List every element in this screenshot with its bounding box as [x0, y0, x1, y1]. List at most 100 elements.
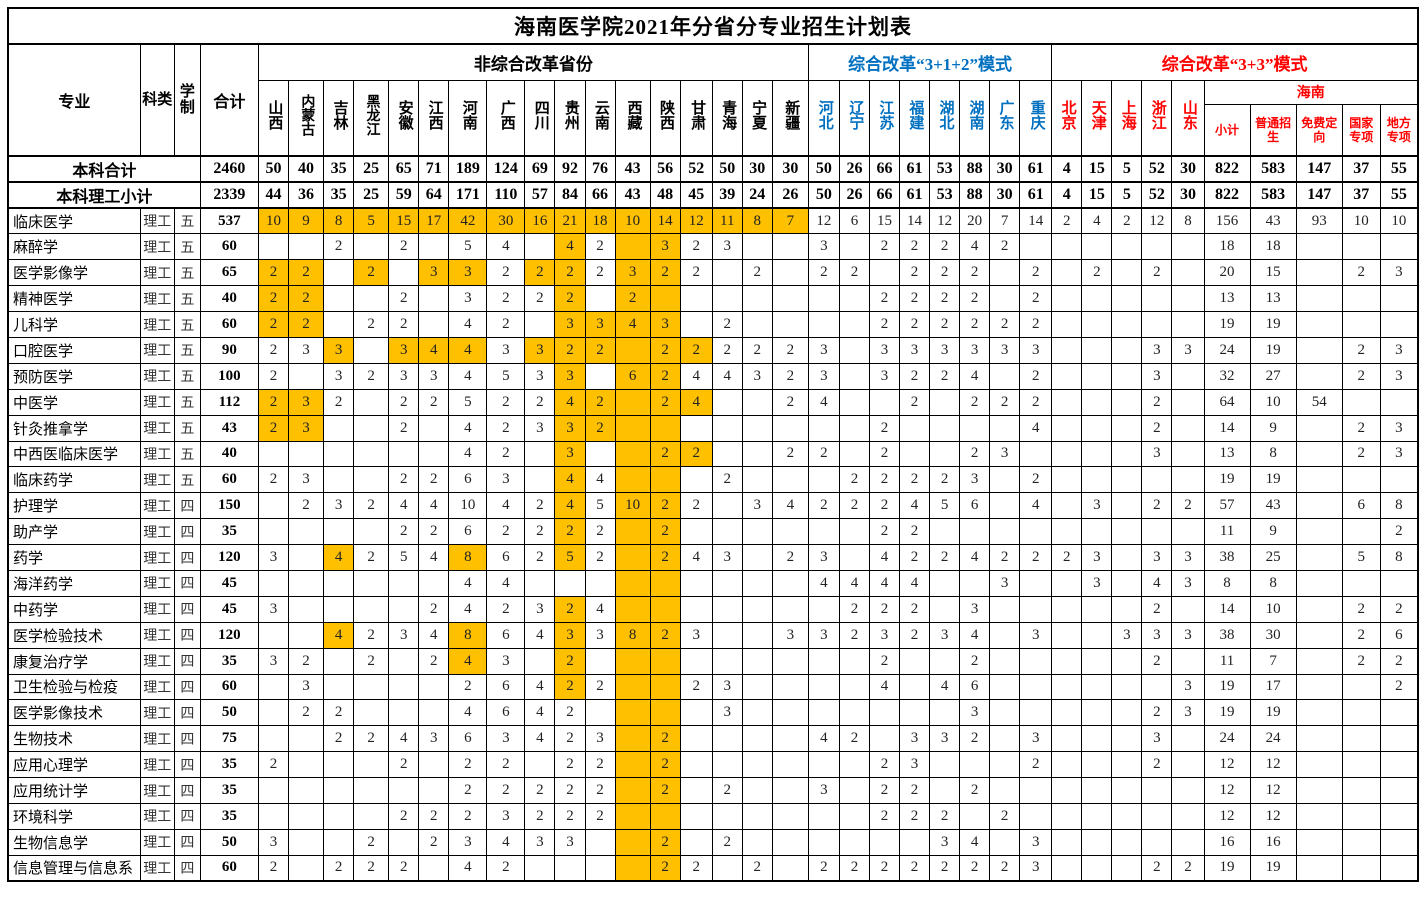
data-cell [257, 725, 290, 753]
summary-value: 5 [1111, 181, 1143, 209]
col-header-浙江: 浙江 [1141, 79, 1173, 157]
data-cell: 2 [771, 544, 809, 571]
data-cell: 2 [257, 336, 290, 364]
data-cell [1295, 802, 1343, 830]
data-cell: 3 [807, 336, 840, 364]
col-header-贵州: 贵州 [554, 79, 586, 157]
data-cell: 4 [448, 699, 488, 727]
data-cell: 2 [649, 518, 681, 546]
data-cell: 24 [1203, 336, 1251, 364]
data-cell: 2 [649, 362, 681, 390]
summary-value: 50 [807, 181, 840, 209]
data-cell [288, 595, 325, 623]
col-header-hainan-普通招生: 普通招生 [1249, 104, 1297, 157]
data-cell [418, 311, 450, 338]
data-cell [838, 777, 870, 804]
major-name: 生物信息学 [7, 828, 141, 856]
summary-value: 39 [711, 181, 743, 209]
data-cell [989, 518, 1021, 546]
data-cell: 2 [353, 621, 390, 649]
data-cell: 18 [584, 207, 616, 235]
data-cell: 2 [353, 362, 390, 390]
data-cell: 3 [1141, 336, 1173, 364]
data-cell: 93 [1295, 207, 1343, 235]
data-cell: 12 [1249, 751, 1297, 779]
data-cell: 9 [1249, 518, 1297, 546]
data-cell: 3 [554, 621, 586, 649]
subject-type: 理工 [139, 751, 175, 779]
data-cell: 3 [1141, 362, 1173, 390]
table-row-环境科学: 环境科学 理工四 35 2 2 2 3 2 2 2 2 2 2 2 12 12 [7, 802, 1419, 830]
data-cell: 2 [649, 828, 681, 856]
col-header-吉林: 吉林 [323, 79, 355, 157]
data-cell [711, 621, 743, 649]
data-cell: 2 [1341, 621, 1381, 649]
data-cell: 6 [614, 362, 651, 390]
data-cell: 2 [554, 699, 586, 727]
data-cell [899, 699, 931, 727]
data-cell: 2 [388, 311, 420, 338]
table-row-药学: 药学 理工四 120 3 4 2 5 4 8 6 2 5 2 2 4 3 2 3 4 2 2 4 2 2 2 3 3 3 38 25 5 8 [7, 544, 1419, 571]
data-cell: 2 [524, 544, 556, 571]
data-cell: 2 [989, 388, 1021, 416]
col-header-label: 北京 [1059, 100, 1076, 131]
data-cell: 2 [524, 259, 556, 287]
row-total: 60 [199, 673, 259, 701]
data-cell: 2 [418, 388, 450, 416]
summary-value: 65 [388, 155, 420, 183]
data-cell [1141, 828, 1173, 856]
table-row-医学检验技术: 医学检验技术 理工四 120 4 2 3 4 8 6 4 3 3 8 2 3 3 3 2 3 2 3 4 3 3 3 3 38 30 2… [7, 621, 1419, 649]
data-cell: 2 [418, 828, 450, 856]
data-cell [649, 647, 681, 675]
row-total: 35 [199, 802, 259, 830]
summary-value: 50 [807, 155, 840, 183]
data-cell: 2 [486, 440, 526, 468]
data-cell: 2 [649, 440, 681, 468]
data-cell [807, 647, 840, 675]
data-cell: 3 [711, 544, 743, 571]
data-cell: 3 [486, 336, 526, 364]
data-cell: 3 [486, 725, 526, 753]
summary-value: 69 [524, 155, 556, 183]
data-cell [741, 518, 773, 546]
data-cell [524, 751, 556, 779]
data-cell: 3 [929, 621, 961, 649]
table-row-预防医学: 预防医学 理工五 100 2 3 2 3 3 4 5 3 3 6 2 4 4 3 2 3 3 2 2 4 2 3 32 27 2 3 [7, 362, 1419, 390]
data-cell [838, 388, 870, 416]
data-cell [1051, 414, 1083, 442]
data-cell [989, 699, 1021, 727]
data-cell [1081, 751, 1113, 779]
data-cell [353, 777, 390, 804]
data-cell [1081, 828, 1113, 856]
data-cell [929, 647, 961, 675]
data-cell: 3 [1081, 544, 1113, 571]
data-cell: 4 [679, 388, 713, 416]
data-cell [1111, 544, 1143, 571]
table-row-生物信息学: 生物信息学 理工四 50 3 2 2 3 4 3 3 2 2 3 4 3 16 16 [7, 828, 1419, 856]
data-cell: 2 [418, 647, 450, 675]
data-cell [1171, 233, 1205, 261]
data-cell [1111, 388, 1143, 416]
group-header-3plus3: 综合改革“3+3”模式 [1051, 43, 1419, 81]
data-cell [711, 518, 743, 546]
data-cell [838, 673, 870, 701]
data-cell: 2 [1019, 388, 1053, 416]
data-cell [929, 595, 961, 623]
data-cell [418, 699, 450, 727]
data-cell: 2 [257, 259, 290, 287]
data-cell: 3 [771, 621, 809, 649]
data-cell: 2 [1141, 388, 1173, 416]
table-row-儿科学: 儿科学 理工五 60 2 2 2 2 4 2 3 3 4 3 2 2 2 2 2 2 2 19 19 [7, 311, 1419, 338]
data-cell: 2 [868, 492, 901, 520]
data-cell: 19 [1249, 311, 1297, 338]
data-cell: 2 [868, 595, 901, 623]
summary-value: 124 [486, 155, 526, 183]
data-cell: 2 [323, 854, 355, 882]
data-cell: 3 [1379, 440, 1419, 468]
data-cell [614, 440, 651, 468]
data-cell [1295, 725, 1343, 753]
data-cell [418, 569, 450, 597]
major-name: 中西医临床医学 [7, 440, 141, 468]
data-cell: 2 [868, 414, 901, 442]
col-header-安徽: 安徽 [388, 79, 420, 157]
